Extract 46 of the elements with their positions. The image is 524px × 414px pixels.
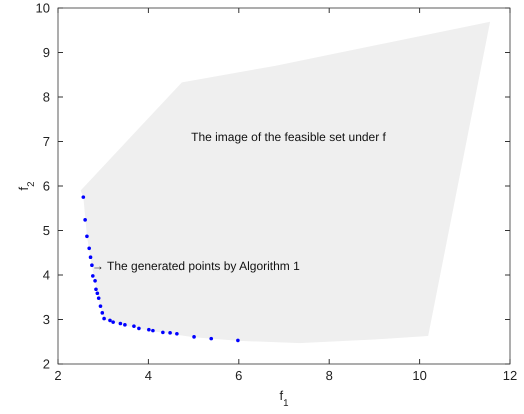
point (88, 255, 92, 259)
point (161, 330, 165, 334)
x-tick-label: 2 (54, 368, 62, 383)
x-axis-title: f$_{1}$ (279, 388, 289, 408)
y-tick-label: 10 (36, 0, 50, 16)
x-tick-label: 4 (144, 368, 152, 383)
annotation: → The generated points by Algorithm 1 (92, 259, 300, 274)
point (94, 287, 98, 292)
point (93, 278, 97, 283)
y-tick-label: 6 (42, 178, 50, 194)
point (123, 323, 127, 327)
point (108, 318, 112, 322)
point (168, 331, 172, 335)
y-tick-label: 5 (42, 223, 50, 238)
y-tick-label: 7 (42, 134, 50, 149)
x-tick-label: 8 (326, 368, 333, 383)
point (151, 328, 155, 332)
x-tick-label: 6 (235, 368, 242, 383)
y-tick-label: 9 (42, 45, 50, 60)
x-tick-label: 12 (502, 368, 518, 383)
x-tick-label: 10 (412, 368, 427, 383)
point (96, 296, 100, 300)
point (111, 320, 115, 324)
point (209, 336, 214, 340)
point (87, 246, 91, 250)
y-tick-label: 2 (42, 356, 50, 372)
y-tick-label: 4 (42, 268, 50, 282)
point (137, 326, 141, 330)
point (118, 322, 122, 326)
point (91, 274, 95, 278)
point (236, 338, 240, 342)
point (98, 304, 102, 308)
point (192, 335, 196, 339)
y-tick-label: 3 (42, 312, 50, 327)
annotation: The image of the feasible set under f (191, 130, 387, 144)
point (147, 328, 151, 332)
point (83, 218, 87, 222)
point (175, 332, 179, 336)
point (100, 311, 104, 315)
y-tick-label: 8 (42, 90, 50, 104)
point (90, 263, 94, 268)
point (102, 316, 106, 320)
point (96, 291, 100, 296)
point (82, 195, 86, 199)
point (85, 234, 89, 238)
point (132, 324, 136, 328)
